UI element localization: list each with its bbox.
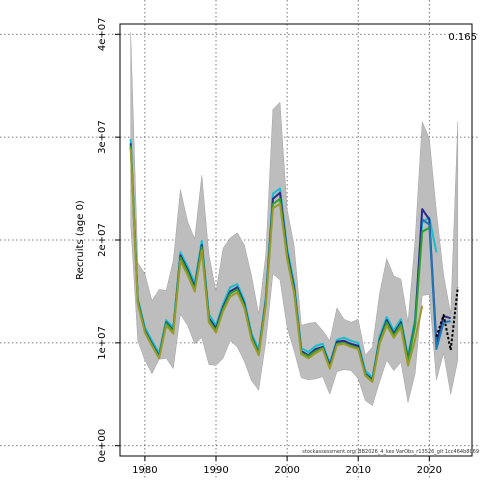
- x-tick-label-4: 2020: [417, 465, 442, 476]
- confidence-band: [130, 32, 459, 407]
- y-tick-label-4: 4e+07: [97, 17, 108, 51]
- corner-label: 0.165: [448, 32, 477, 43]
- y-tick-label-3: 3e+07: [97, 120, 108, 154]
- y-axis-label: Recruits (age 0): [75, 200, 86, 280]
- ci-band: [130, 32, 459, 407]
- y-tick-label-1: 1e+07: [97, 326, 108, 360]
- x-tick-label-1: 1990: [203, 465, 228, 476]
- footnote: stockassessment.org/ BB2026_4_kes VarObs…: [302, 449, 479, 455]
- series-line-5: [129, 148, 424, 383]
- x-tick-label-0: 1980: [132, 465, 157, 476]
- x-tick-label-3: 2010: [345, 465, 370, 476]
- series-line-2: [421, 218, 451, 350]
- series-lines: [129, 139, 459, 383]
- series-line-3: [435, 287, 459, 352]
- x-tick-label-2: 2000: [274, 465, 299, 476]
- y-axis: 0e+00 1e+07 2e+07 3e+07 4e+07: [97, 17, 120, 463]
- x-axis: 1980 1990 2000 2010 2020: [132, 456, 442, 476]
- y-tick-label-0: 0e+00: [97, 429, 108, 463]
- y-tick-label-2: 2e+07: [97, 223, 108, 257]
